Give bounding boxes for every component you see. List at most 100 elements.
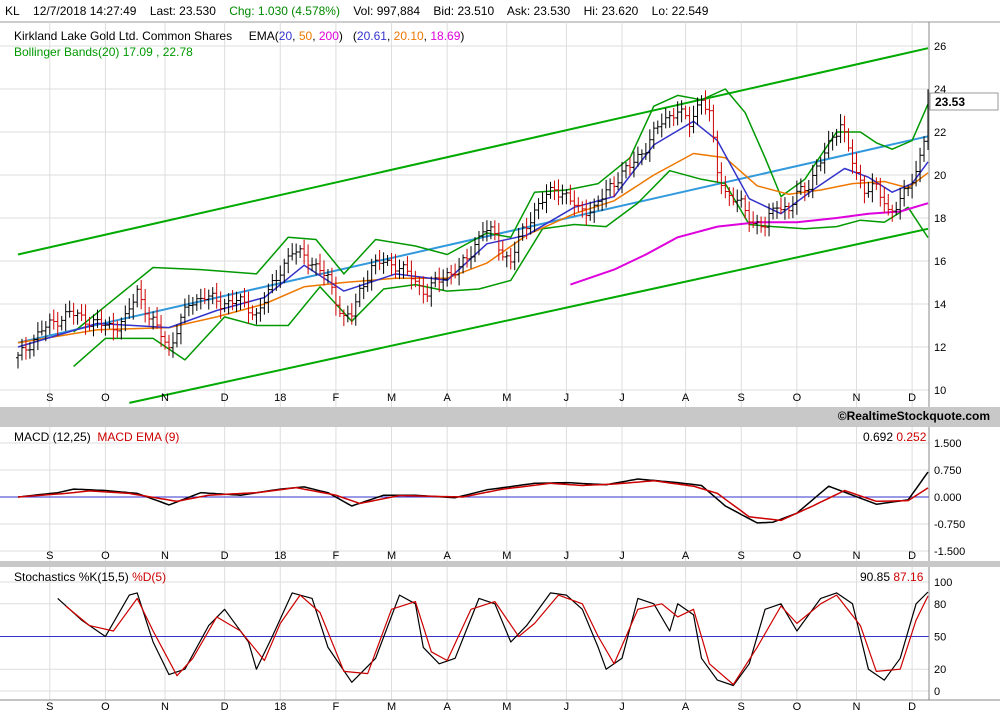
stoch-tick-label: 100: [934, 577, 952, 589]
ohlc-bar: [143, 289, 148, 323]
month-label-price: A: [443, 392, 451, 404]
ohlc-bar: [250, 305, 255, 321]
ohlc-bar: [278, 265, 283, 288]
month-label-macd: A: [443, 550, 451, 562]
ohlc-bar: [759, 216, 764, 233]
macd-panel: [0, 471, 929, 524]
ohlc-bar: [47, 313, 52, 335]
ohlc-bar: [365, 270, 370, 292]
ohlc-bar: [612, 176, 617, 197]
ohlc-bar: [739, 190, 744, 208]
price-tick-label: 10: [934, 385, 946, 397]
ohlc-bar: [774, 201, 779, 219]
ohlc-bar: [67, 300, 72, 318]
month-label-price: O: [101, 392, 110, 404]
ohlc-bar: [39, 320, 44, 336]
stoch-d-line: [65, 594, 929, 686]
chg-value: 1.030 (4.578%): [257, 4, 340, 18]
ohlc-bar: [548, 181, 553, 199]
price-legend: Kirkland Lake Gold Ltd. Common Shares EM…: [14, 29, 464, 43]
ohlc-bar: [55, 311, 60, 337]
ohlc-bar: [333, 276, 338, 316]
ohlc-bar: [751, 211, 756, 229]
ohlc-bar: [174, 324, 179, 348]
ohlc-bar: [385, 255, 390, 266]
ohlc-bar: [902, 179, 907, 207]
ohlc-bar: [663, 107, 668, 129]
stochastics-panel: [0, 591, 929, 687]
ohlc-bar: [357, 284, 362, 308]
ohlc-bar: [918, 147, 923, 183]
ohlc-bar: [870, 173, 875, 203]
ohlc-bar: [540, 192, 545, 210]
ohlc-bar: [508, 247, 513, 270]
month-label-price: 18: [274, 392, 286, 404]
ohlc-bar: [806, 179, 811, 198]
month-label-price: F: [333, 392, 340, 404]
ohlc-bar: [469, 246, 474, 269]
ohlc-bar: [349, 303, 354, 325]
hi-value: 23.620: [601, 4, 639, 18]
macd-tick-label: -0.750: [934, 519, 965, 531]
ohlc-bar: [826, 130, 831, 159]
month-label-macd: J: [619, 550, 625, 562]
ohlc-bar: [210, 287, 215, 305]
ohlc-bar: [496, 222, 501, 261]
ohlc-bar: [202, 288, 207, 304]
ohlc-bar: [504, 251, 509, 268]
month-label-macd: O: [793, 550, 802, 562]
month-label-macd: O: [101, 550, 110, 562]
ohlc-bar: [405, 256, 410, 276]
ohlc-bar: [27, 342, 32, 359]
ohlc-bar: [329, 267, 334, 295]
ohlc-bar: [282, 258, 287, 284]
ohlc-bar: [778, 197, 783, 215]
ohlc-bar: [206, 289, 211, 310]
ema200-value: 18.69: [430, 29, 461, 43]
ohlc-bar: [723, 175, 728, 199]
month-label-price: D: [908, 392, 916, 404]
ohlc-bar: [337, 295, 342, 318]
ohlc-bar: [747, 201, 752, 232]
price-tick-label: 26: [934, 41, 946, 53]
ohlc-bar: [894, 201, 899, 216]
month-label-macd: J: [564, 550, 570, 562]
ohlc-bar: [735, 189, 740, 213]
ohlc-bar: [310, 257, 315, 272]
ohlc-bar: [767, 203, 772, 237]
ohlc-bar: [453, 263, 458, 279]
month-label-price: S: [46, 392, 53, 404]
ohlc-bar: [552, 180, 557, 200]
ohlc-bar: [516, 227, 521, 263]
month-label-stoch: 18: [274, 701, 286, 712]
ohlc-bar: [524, 217, 529, 240]
ohlc-bar: [584, 199, 589, 226]
ohlc-bar: [838, 114, 843, 144]
ohlc-bar: [560, 184, 565, 205]
ema-vsep1: ,: [386, 29, 391, 43]
ohlc-bar: [318, 253, 323, 275]
ohlc-bar: [167, 334, 172, 356]
ohlc-bar: [147, 306, 152, 326]
month-label-price: N: [852, 392, 860, 404]
ohlc-bar: [274, 269, 279, 291]
ohlc-bar: [262, 292, 267, 315]
macd-value: 0.692: [863, 430, 894, 444]
ohlc-bar: [830, 131, 835, 151]
ohlc-bar: [691, 105, 696, 134]
macd-tick-label: 0.000: [934, 492, 962, 504]
month-label-price: J: [564, 392, 570, 404]
ohlc-bar: [401, 261, 406, 279]
ohlc-bar: [846, 128, 851, 152]
month-label-macd: D: [221, 550, 229, 562]
ohlc-bar: [850, 139, 855, 174]
ohlc-bar: [397, 259, 402, 280]
macd-signal-title: MACD EMA (9): [97, 430, 180, 444]
ohlc-bar: [635, 146, 640, 167]
month-label-macd: S: [738, 550, 745, 562]
ohlc-bar: [604, 179, 609, 208]
ohlc-bar: [417, 276, 422, 296]
ohlc-bar: [512, 241, 517, 271]
ohlc-bar: [667, 110, 672, 128]
ohlc-bar: [445, 267, 450, 287]
